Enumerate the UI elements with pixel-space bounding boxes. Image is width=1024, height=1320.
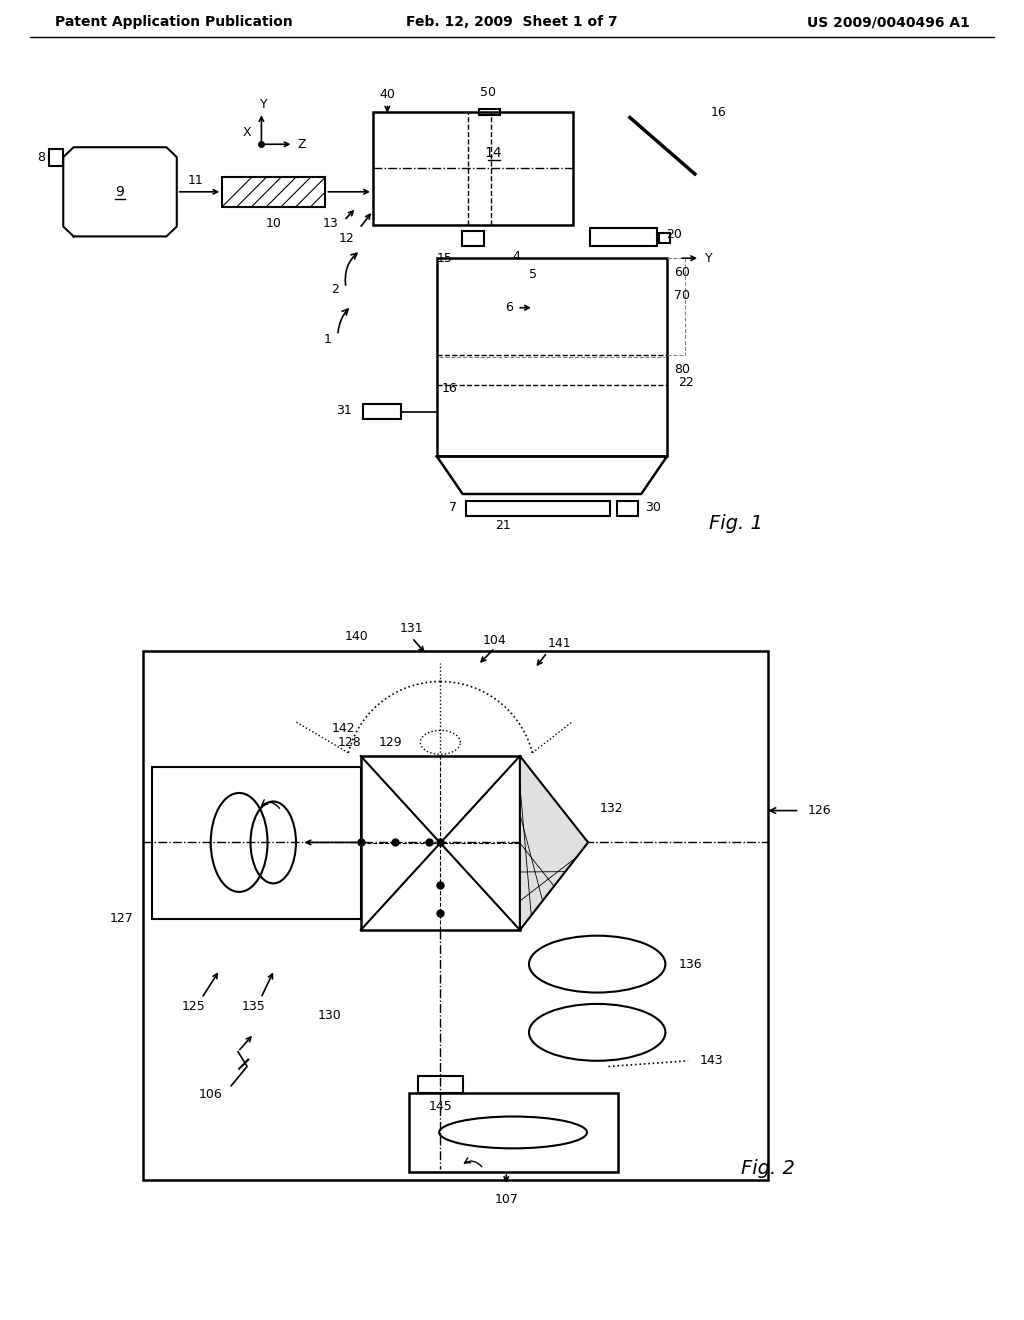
Text: 14: 14	[484, 147, 503, 160]
Text: 12: 12	[339, 232, 354, 246]
Text: 31: 31	[337, 404, 352, 417]
Text: 130: 130	[317, 1008, 341, 1022]
Text: 143: 143	[699, 1055, 723, 1068]
Bar	[462, 231, 484, 247]
Text: Y: Y	[706, 252, 713, 265]
Text: 131: 131	[400, 622, 424, 635]
Text: 107: 107	[495, 1193, 518, 1206]
Bar	[362, 404, 400, 418]
Text: 30: 30	[645, 502, 662, 515]
Text: 132: 132	[599, 801, 623, 814]
Text: 140: 140	[344, 630, 368, 643]
Text: 127: 127	[110, 912, 133, 925]
Bar	[437, 259, 667, 457]
Text: 136: 136	[679, 957, 702, 970]
Text: US 2009/0040496 A1: US 2009/0040496 A1	[807, 15, 970, 29]
Bar	[152, 767, 360, 919]
Text: Feb. 12, 2009  Sheet 1 of 7: Feb. 12, 2009 Sheet 1 of 7	[407, 15, 617, 29]
Text: 106: 106	[199, 1089, 222, 1101]
Text: 21: 21	[495, 519, 511, 532]
Text: 141: 141	[547, 638, 570, 649]
Text: 40: 40	[379, 88, 395, 102]
Bar	[466, 500, 610, 516]
Bar	[373, 112, 573, 224]
Text: 60: 60	[674, 265, 690, 279]
Bar	[590, 228, 656, 247]
Text: 7: 7	[450, 502, 458, 515]
Text: 9: 9	[116, 185, 125, 199]
Text: 20: 20	[666, 228, 682, 242]
Text: 128: 128	[338, 735, 361, 748]
Bar	[479, 108, 500, 115]
Text: 2: 2	[331, 284, 339, 297]
Text: Fig. 2: Fig. 2	[740, 1159, 795, 1179]
Text: 16: 16	[441, 383, 458, 396]
Text: 104: 104	[483, 634, 507, 647]
Text: Z: Z	[297, 137, 305, 150]
Text: 1: 1	[324, 333, 332, 346]
Text: Y: Y	[260, 98, 267, 111]
Text: 4: 4	[512, 249, 520, 263]
Text: 16: 16	[711, 106, 726, 119]
Text: 6: 6	[505, 301, 513, 314]
Text: 129: 129	[379, 735, 402, 748]
Bar	[617, 500, 638, 516]
Text: X: X	[243, 125, 252, 139]
Text: 11: 11	[187, 174, 203, 187]
Text: 142: 142	[332, 722, 355, 735]
Text: 125: 125	[182, 999, 206, 1012]
Text: 145: 145	[428, 1100, 453, 1113]
Text: 135: 135	[242, 999, 266, 1012]
Bar	[222, 177, 326, 207]
Text: Fig. 1: Fig. 1	[710, 515, 763, 533]
Bar	[418, 1076, 463, 1093]
Text: 22: 22	[678, 375, 694, 388]
Bar	[49, 149, 63, 166]
Bar	[409, 1093, 617, 1172]
Text: 5: 5	[528, 268, 537, 281]
Polygon shape	[520, 756, 588, 931]
Text: 50: 50	[480, 86, 497, 99]
Text: 70: 70	[674, 289, 690, 302]
Text: 10: 10	[266, 216, 282, 230]
Text: 15: 15	[436, 252, 453, 265]
Bar	[142, 651, 768, 1180]
Text: 80: 80	[674, 363, 690, 376]
Bar	[360, 756, 520, 931]
Text: Patent Application Publication: Patent Application Publication	[55, 15, 293, 29]
Text: 13: 13	[323, 216, 339, 230]
Bar	[658, 234, 670, 243]
Text: 126: 126	[808, 804, 831, 817]
Text: 8: 8	[37, 150, 45, 164]
